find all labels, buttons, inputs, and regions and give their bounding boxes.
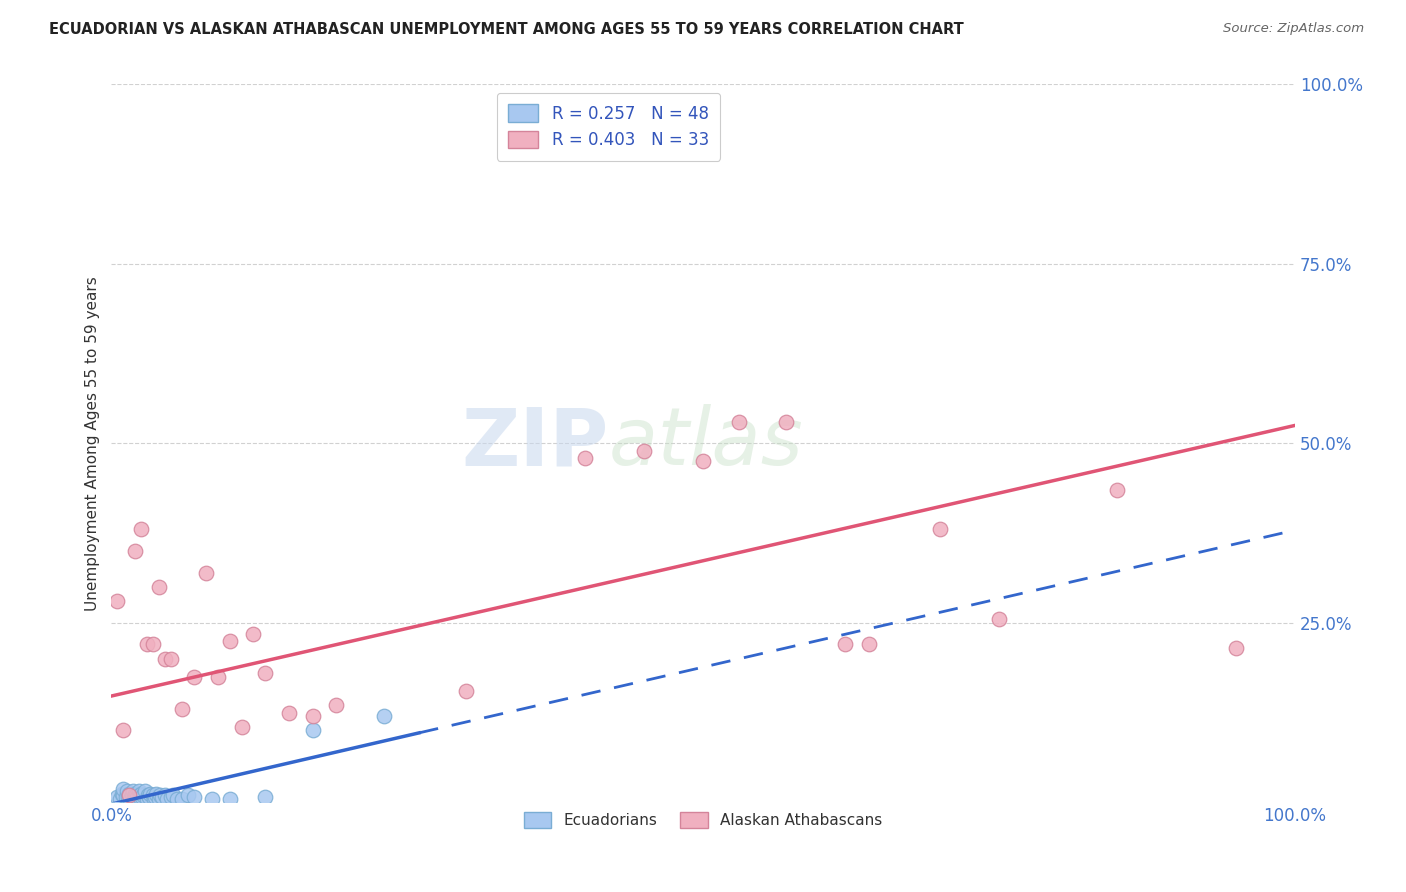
- Point: [112, 782, 135, 797]
- Point: [108, 791, 131, 805]
- Point: [775, 415, 797, 429]
- Point: [183, 789, 205, 804]
- Point: [242, 626, 264, 640]
- Point: [195, 566, 218, 580]
- Point: [148, 791, 170, 805]
- Y-axis label: Unemployment Among Ages 55 to 59 years: Unemployment Among Ages 55 to 59 years: [86, 276, 100, 611]
- Point: [149, 788, 172, 802]
- Point: [105, 594, 128, 608]
- Point: [122, 789, 145, 804]
- Point: [128, 788, 150, 802]
- Point: [121, 788, 143, 802]
- Point: [162, 788, 184, 802]
- Point: [183, 670, 205, 684]
- Point: [172, 702, 194, 716]
- Point: [254, 789, 277, 804]
- Point: [142, 788, 165, 802]
- Point: [153, 651, 176, 665]
- Point: [138, 789, 160, 804]
- Point: [166, 791, 188, 805]
- Point: [124, 791, 146, 805]
- Point: [120, 791, 142, 805]
- Point: [156, 791, 179, 805]
- Point: [301, 723, 323, 738]
- Point: [325, 698, 347, 713]
- Point: [148, 580, 170, 594]
- Point: [125, 788, 148, 802]
- Point: [145, 787, 167, 801]
- Point: [118, 788, 141, 802]
- Point: [929, 523, 952, 537]
- Point: [574, 450, 596, 465]
- Point: [139, 787, 162, 801]
- Point: [218, 633, 240, 648]
- Point: [129, 523, 152, 537]
- Point: [134, 784, 156, 798]
- Point: [131, 789, 153, 804]
- Point: [834, 637, 856, 651]
- Point: [633, 443, 655, 458]
- Point: [115, 784, 138, 798]
- Point: [111, 787, 134, 801]
- Text: Source: ZipAtlas.com: Source: ZipAtlas.com: [1223, 22, 1364, 36]
- Point: [692, 454, 714, 468]
- Point: [124, 787, 146, 801]
- Point: [128, 784, 150, 798]
- Point: [129, 791, 152, 805]
- Point: [121, 784, 143, 798]
- Point: [1225, 640, 1247, 655]
- Point: [1107, 483, 1129, 497]
- Point: [254, 666, 277, 681]
- Point: [143, 789, 166, 804]
- Point: [207, 670, 229, 684]
- Point: [159, 651, 181, 665]
- Point: [231, 720, 253, 734]
- Point: [132, 788, 155, 802]
- Point: [112, 723, 135, 738]
- Point: [105, 789, 128, 804]
- Point: [143, 791, 166, 805]
- Text: ECUADORIAN VS ALASKAN ATHABASCAN UNEMPLOYMENT AMONG AGES 55 TO 59 YEARS CORRELAT: ECUADORIAN VS ALASKAN ATHABASCAN UNEMPLO…: [49, 22, 965, 37]
- Point: [135, 791, 157, 805]
- Point: [142, 637, 165, 651]
- Point: [218, 791, 240, 805]
- Legend: Ecuadorians, Alaskan Athabascans: Ecuadorians, Alaskan Athabascans: [517, 805, 889, 834]
- Point: [153, 788, 176, 802]
- Point: [114, 790, 136, 805]
- Text: ZIP: ZIP: [461, 404, 609, 483]
- Point: [159, 789, 181, 804]
- Point: [150, 789, 173, 804]
- Point: [129, 787, 152, 801]
- Point: [177, 788, 200, 802]
- Point: [136, 788, 159, 802]
- Point: [124, 544, 146, 558]
- Point: [858, 637, 880, 651]
- Text: atlas: atlas: [609, 404, 803, 483]
- Point: [301, 709, 323, 723]
- Point: [112, 788, 135, 802]
- Point: [278, 706, 301, 720]
- Point: [988, 612, 1011, 626]
- Point: [727, 415, 749, 429]
- Point: [172, 791, 194, 805]
- Point: [373, 709, 395, 723]
- Point: [201, 791, 224, 805]
- Point: [135, 637, 157, 651]
- Point: [118, 787, 141, 801]
- Point: [117, 789, 139, 804]
- Point: [127, 789, 149, 804]
- Point: [456, 684, 478, 698]
